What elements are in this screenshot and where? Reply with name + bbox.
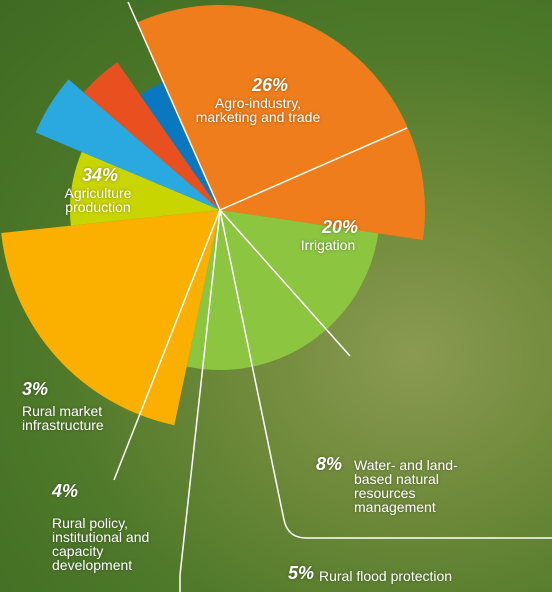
category-label: Rural flood protection	[319, 568, 453, 584]
pie-wedge	[70, 151, 220, 226]
leader-line	[127, 1, 221, 211]
pie-wedge	[136, 5, 426, 240]
value-label: 26%	[251, 75, 289, 95]
leader-line	[219, 209, 351, 357]
pie-wedge	[186, 210, 379, 370]
category-label: Agro-industry, marketing and trade	[195, 95, 321, 125]
value-label: 4%	[52, 481, 79, 501]
pie-wedge	[140, 82, 220, 210]
value-label: 20%	[321, 217, 359, 237]
leader-line	[219, 209, 552, 539]
leader-lines	[113, 1, 552, 592]
leader-line	[219, 127, 408, 211]
pie-wedge	[35, 79, 221, 210]
leader-line	[179, 209, 221, 592]
category-label: Agriculture production	[64, 185, 132, 215]
category-label: Water- and land-based natural resources …	[354, 457, 458, 515]
leader-line	[113, 209, 221, 481]
category-label: Irrigation	[300, 237, 356, 253]
category-label: Rural market infrastructure	[22, 403, 104, 433]
pie-wedge	[83, 62, 220, 210]
category-label: Rural policy, institutional and capacity…	[52, 515, 150, 573]
pie-wedge	[1, 210, 220, 426]
value-label: 5%	[288, 563, 315, 583]
value-label: 34%	[81, 165, 119, 185]
value-label: 3%	[22, 379, 49, 399]
value-label: 8%	[316, 454, 343, 474]
